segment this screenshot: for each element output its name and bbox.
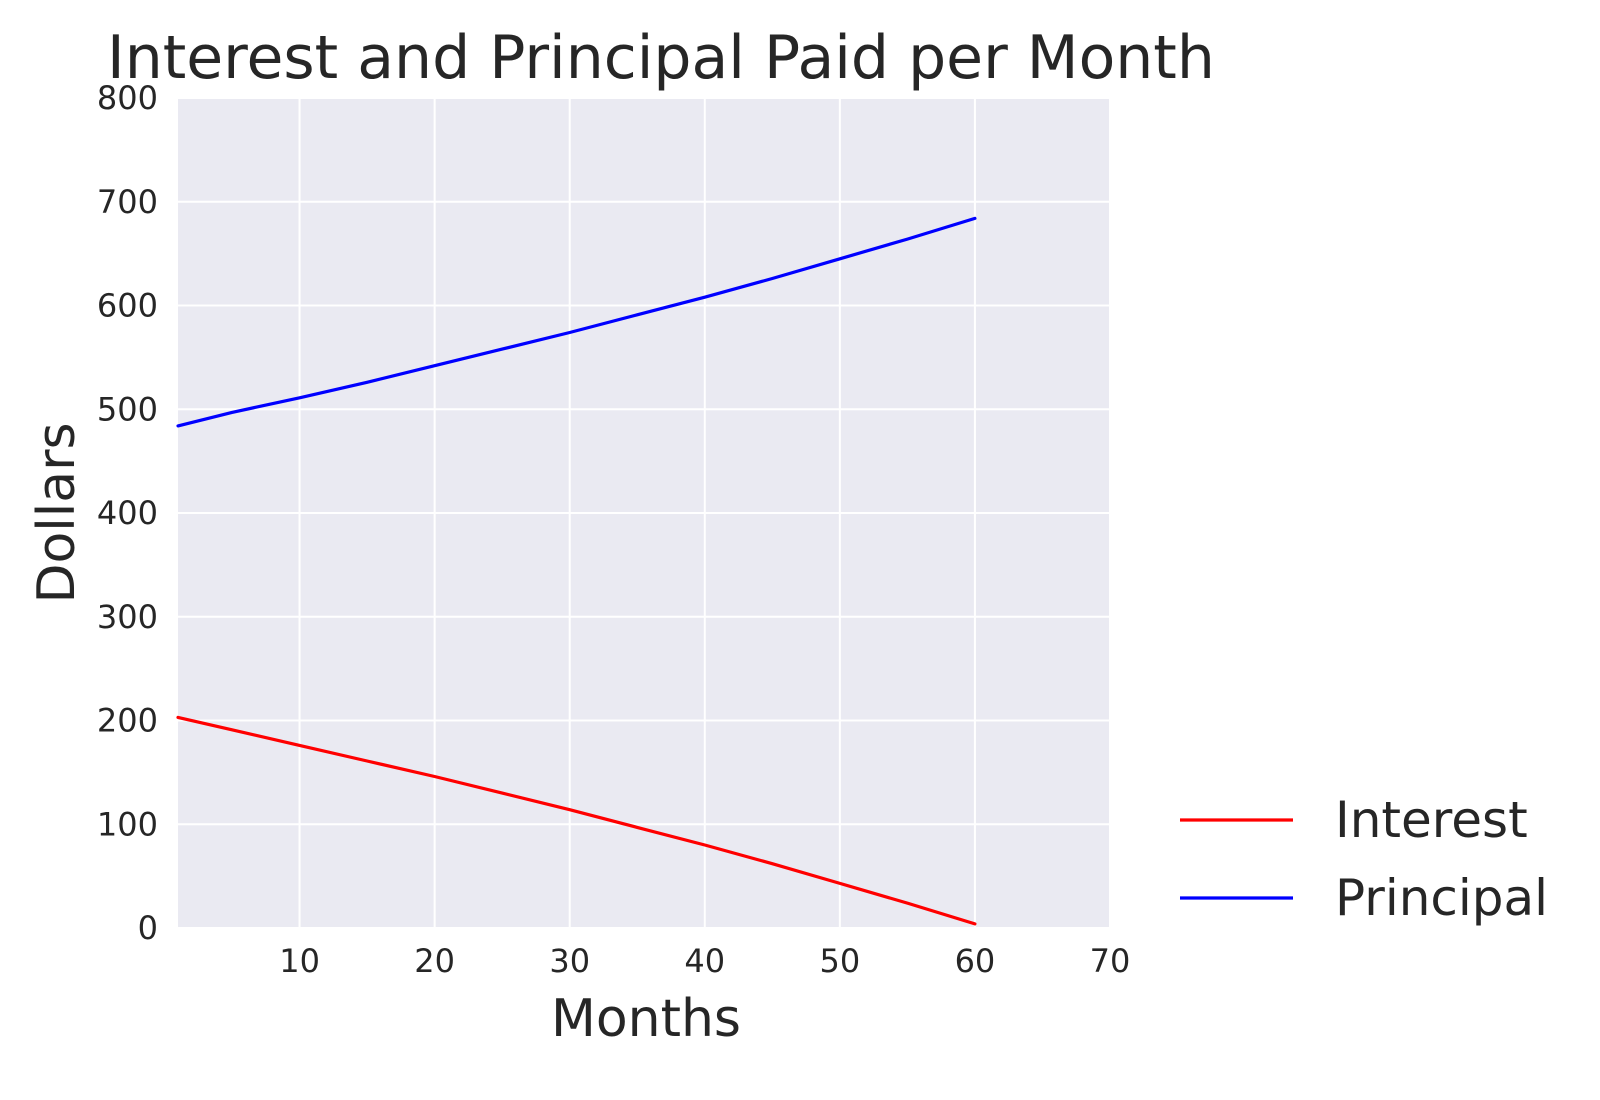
y-tick-label: 0 bbox=[138, 909, 158, 947]
y-tick-label: 600 bbox=[97, 287, 158, 325]
x-tick-label: 10 bbox=[279, 942, 320, 980]
series-lines bbox=[176, 216, 977, 926]
x-tick-labels: 10 20 30 40 50 60 70 bbox=[279, 942, 1130, 980]
grid-lines bbox=[178, 97, 1111, 929]
y-tick-label: 800 bbox=[97, 79, 158, 117]
x-tick-label: 30 bbox=[549, 942, 590, 980]
y-tick-label: 200 bbox=[97, 702, 158, 740]
x-axis-label: Months bbox=[551, 989, 741, 1049]
x-tick-label: 60 bbox=[955, 942, 996, 980]
legend-label: Interest bbox=[1335, 791, 1528, 849]
y-tick-label: 700 bbox=[97, 183, 158, 221]
chart-title: Interest and Principal Paid per Month bbox=[107, 23, 1215, 93]
y-tick-label: 100 bbox=[97, 805, 158, 843]
y-tick-label: 300 bbox=[97, 598, 158, 636]
series-line-principal bbox=[176, 216, 977, 428]
x-tick-label: 50 bbox=[819, 942, 860, 980]
x-tick-label: 70 bbox=[1090, 942, 1131, 980]
y-tick-label: 500 bbox=[97, 390, 158, 428]
x-tick-label: 40 bbox=[684, 942, 725, 980]
x-tick-label: 20 bbox=[414, 942, 455, 980]
series-line-interest bbox=[176, 715, 977, 926]
y-axis-label: Dollars bbox=[27, 422, 87, 603]
y-tick-labels: 0 100 200 300 400 500 600 700 800 bbox=[97, 79, 158, 947]
y-tick-label: 400 bbox=[97, 494, 158, 532]
legend-label: Principal bbox=[1335, 869, 1548, 927]
legend: Interest Principal bbox=[1180, 791, 1548, 927]
